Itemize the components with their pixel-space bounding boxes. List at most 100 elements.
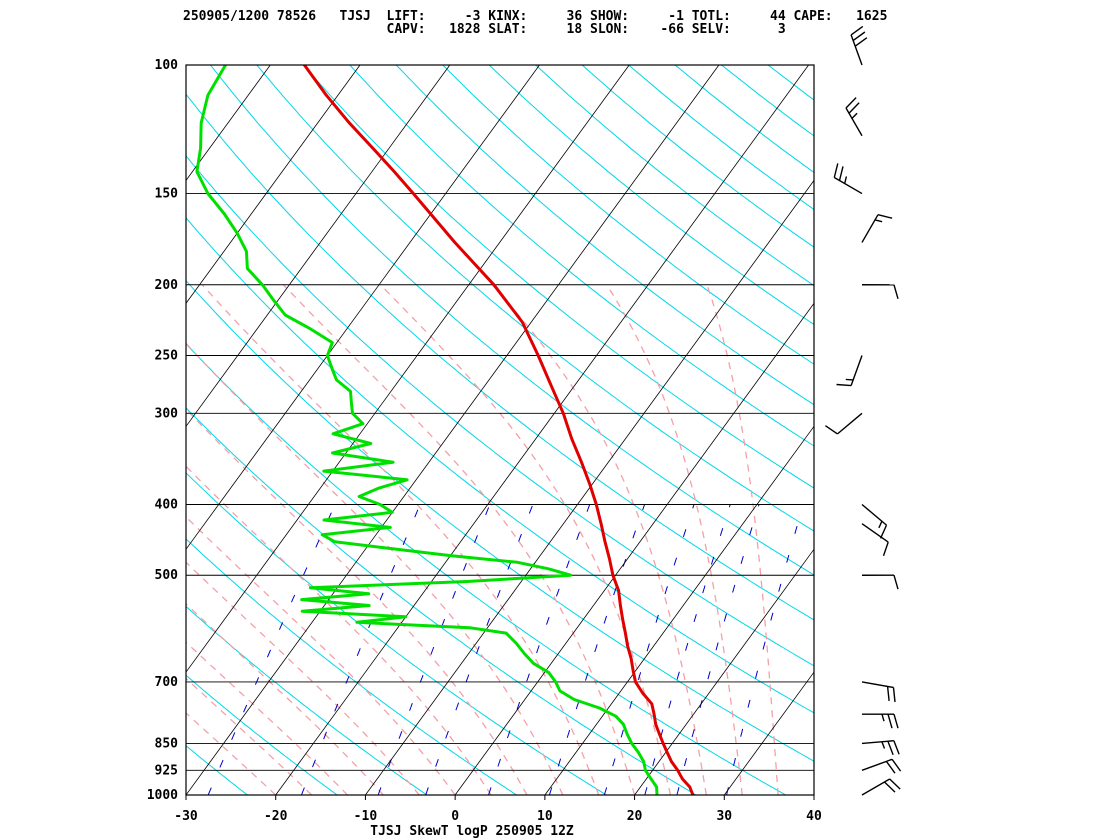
pressure-tick-label: 700 — [155, 675, 179, 690]
moist-adiabat-line — [186, 561, 420, 795]
wind-barb — [825, 412, 863, 435]
dry-adiabat-line — [302, 65, 814, 489]
mixing-ratio-line — [644, 504, 731, 795]
moist-adiabat-line — [186, 602, 384, 795]
wind-barb-shaft — [861, 681, 894, 689]
dry-adiabat-line — [721, 65, 814, 137]
wind-barb-flag — [852, 31, 866, 42]
isotherm-line — [544, 425, 814, 795]
moist-adiabat-line — [186, 465, 492, 795]
wind-barb — [861, 523, 889, 557]
isotherm-line — [723, 671, 814, 795]
isotherm-line — [813, 794, 814, 795]
x-tick-label: -20 — [264, 809, 288, 824]
isotherm-line — [365, 179, 814, 795]
dry-adiabat-line — [395, 65, 814, 406]
wind-barb — [861, 758, 902, 774]
moist-adiabat-line — [706, 284, 779, 795]
wind-barb — [836, 355, 863, 387]
isotherm-line — [0, 65, 91, 795]
wind-barb-flag — [877, 214, 893, 219]
isotherm-line — [634, 548, 814, 795]
wind-barb-shaft — [845, 107, 863, 137]
wind-barb-flag — [887, 740, 894, 756]
wind-barb-flag — [879, 524, 888, 539]
pressure-tick-label: 850 — [155, 736, 179, 751]
x-tick-label: -10 — [354, 809, 378, 824]
wind-barb-flag — [838, 166, 844, 181]
wind-barb — [861, 740, 900, 756]
moist-adiabat-line — [186, 342, 564, 795]
dry-adiabat-line — [186, 93, 814, 621]
wind-barb — [861, 713, 899, 729]
moist-adiabat-line — [606, 284, 743, 795]
wind-barb-flag — [884, 781, 896, 793]
wind-barb — [861, 681, 896, 703]
dewpoint-profile-line — [195, 65, 659, 795]
dry-adiabat-line — [535, 65, 814, 287]
wind-barb-flag — [882, 541, 889, 557]
wind-barb-half-flag — [845, 378, 854, 381]
wind-barb-flag — [893, 714, 899, 729]
x-tick-label: 20 — [627, 809, 643, 824]
wind-barb-shaft — [850, 355, 863, 386]
mixing-ratio-line — [676, 504, 760, 795]
wind-barbs — [825, 25, 902, 796]
wind-barb-half-flag — [844, 176, 848, 184]
x-tick-label: 40 — [806, 809, 822, 824]
wind-barb-shaft — [861, 503, 887, 526]
moist-adiabat-line — [491, 284, 707, 795]
wind-barb — [861, 778, 901, 796]
wind-barb-flag — [889, 778, 901, 790]
mixing-ratio-line — [301, 504, 421, 795]
dry-adiabat-line — [186, 538, 517, 795]
wind-barb-half-flag — [851, 112, 858, 119]
pressure-tick-label: 250 — [155, 348, 179, 363]
dry-adiabat-line — [186, 472, 607, 795]
isotherm-line — [186, 65, 451, 428]
wind-barb-half-flag — [874, 219, 883, 223]
dry-adiabat-line — [186, 279, 814, 762]
dry-adiabat-line — [186, 745, 248, 795]
wind-barb-shaft — [861, 214, 879, 243]
x-tick-label: 0 — [451, 809, 459, 824]
wind-barb-flag — [893, 575, 899, 590]
wind-barb-flag — [892, 687, 896, 703]
moist-adiabat-line — [186, 712, 277, 795]
moist-adiabat-line — [186, 516, 456, 795]
dry-adiabat-line — [0, 65, 158, 795]
mixing-ratio-line — [603, 504, 695, 795]
wind-barb-shaft — [850, 34, 863, 66]
wind-barb — [845, 97, 863, 137]
dry-adiabat-line — [186, 155, 814, 667]
wind-barb-shaft — [861, 778, 891, 796]
moist-adiabat-line — [282, 284, 636, 795]
chart-title: TJSJ SkewT logP 250905 12Z — [370, 824, 574, 839]
pressure-tick-label: 200 — [155, 278, 179, 293]
isotherm-line — [186, 65, 540, 550]
moist-adiabat-line — [186, 677, 313, 795]
moist-adiabat-line — [186, 408, 528, 795]
wind-barb-half-flag — [881, 714, 885, 722]
dry-adiabat-line — [256, 65, 814, 532]
wind-barb-shaft — [861, 758, 893, 771]
plot-border — [185, 64, 815, 796]
frame — [185, 64, 815, 800]
pressure-tick-label: 400 — [155, 498, 179, 513]
profiles — [195, 65, 695, 795]
wind-barb-shaft — [861, 523, 889, 543]
wind-barb-half-flag — [878, 520, 883, 529]
pressure-tick-label: 500 — [155, 568, 179, 583]
wind-barb-flag — [893, 740, 900, 755]
x-tick-label: 10 — [537, 809, 553, 824]
x-tick-label: 30 — [716, 809, 732, 824]
pressure-tick-label: 100 — [155, 58, 179, 73]
mixing-ratio-line — [425, 504, 534, 795]
header-line-2: CAPV: 1828 SLAT: 18 SLON: -66 SELV: 3 — [183, 22, 786, 37]
wind-barb-shaft — [833, 176, 863, 195]
wind-barb — [833, 163, 863, 195]
wind-barb-flag — [836, 383, 852, 387]
wind-barb-half-flag — [881, 741, 886, 749]
wind-barb-shaft — [837, 412, 863, 435]
